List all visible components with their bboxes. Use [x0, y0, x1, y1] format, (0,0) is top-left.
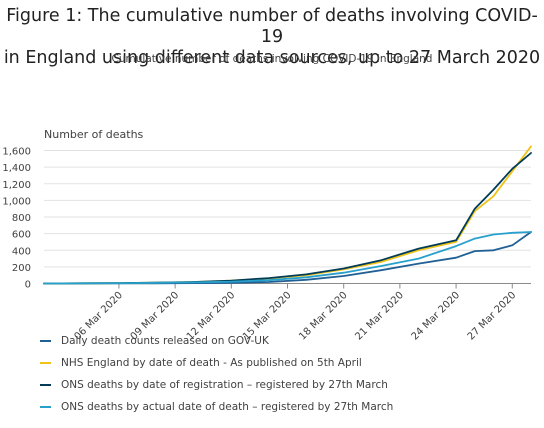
y-tick-label: 400	[12, 246, 31, 257]
y-tick-label: 800	[12, 213, 31, 224]
y-tick-label: 1,600	[2, 147, 31, 158]
legend-label: ONS deaths by date of registration – reg…	[61, 379, 388, 391]
y-tick-label: 1,200	[2, 180, 31, 191]
x-tick-label: 21 Mar 2020	[353, 290, 406, 340]
y-tick-label: 1,000	[2, 196, 31, 207]
title-line-2: in England using different data sources,…	[3, 48, 541, 68]
y-axis-ticks: 0 200 400 600 800 1,000 1,200 1,400 1,600	[2, 147, 31, 291]
x-axis: 06 Mar 2020 09 Mar 2020 12 Mar 2020 15 Mar …	[72, 283, 519, 340]
chart-title: Figure 1: The cumulative number of death…	[0, 6, 544, 69]
legend-swatch	[40, 406, 51, 408]
legend-swatch	[40, 362, 51, 364]
y-tick-label: 600	[12, 230, 31, 241]
x-tick-label: 27 Mar 2020	[466, 290, 519, 340]
chart-subtitle: Cumulative number of deaths involving CO…	[111, 53, 433, 65]
series-line-4	[43, 231, 532, 285]
legend-label: ONS deaths by actual date of death – reg…	[61, 401, 394, 413]
legend-swatch	[40, 340, 51, 342]
x-tick-label: 18 Mar 2020	[297, 290, 350, 340]
legend-swatch	[40, 384, 51, 386]
legend-item: ONS deaths by actual date of death – reg…	[40, 399, 393, 415]
legend-item: ONS deaths by date of registration – reg…	[40, 377, 388, 393]
series-lines	[43, 145, 532, 285]
y-tick-label: 0	[25, 280, 31, 291]
legend-item: Daily death counts released on GOV-UK	[40, 333, 269, 349]
y-axis-label: Number of deaths	[44, 128, 144, 141]
line-chart: 0 200 400 600 800 1,000 1,200 1,400 1,600 06 Mar…	[2, 128, 532, 340]
legend-item: NHS England by date of death - As publis…	[40, 355, 362, 371]
legend-label: NHS England by date of death - As publis…	[61, 357, 362, 369]
y-tick-label: 200	[12, 263, 31, 274]
x-tick-label: 24 Mar 2020	[410, 290, 463, 340]
y-tick-label: 1,400	[2, 163, 31, 174]
legend-label: Daily death counts released on GOV-UK	[61, 335, 269, 347]
title-line-1: Figure 1: The cumulative number of death…	[6, 6, 538, 47]
gridlines	[44, 150, 531, 284]
series-line-3	[43, 152, 532, 285]
